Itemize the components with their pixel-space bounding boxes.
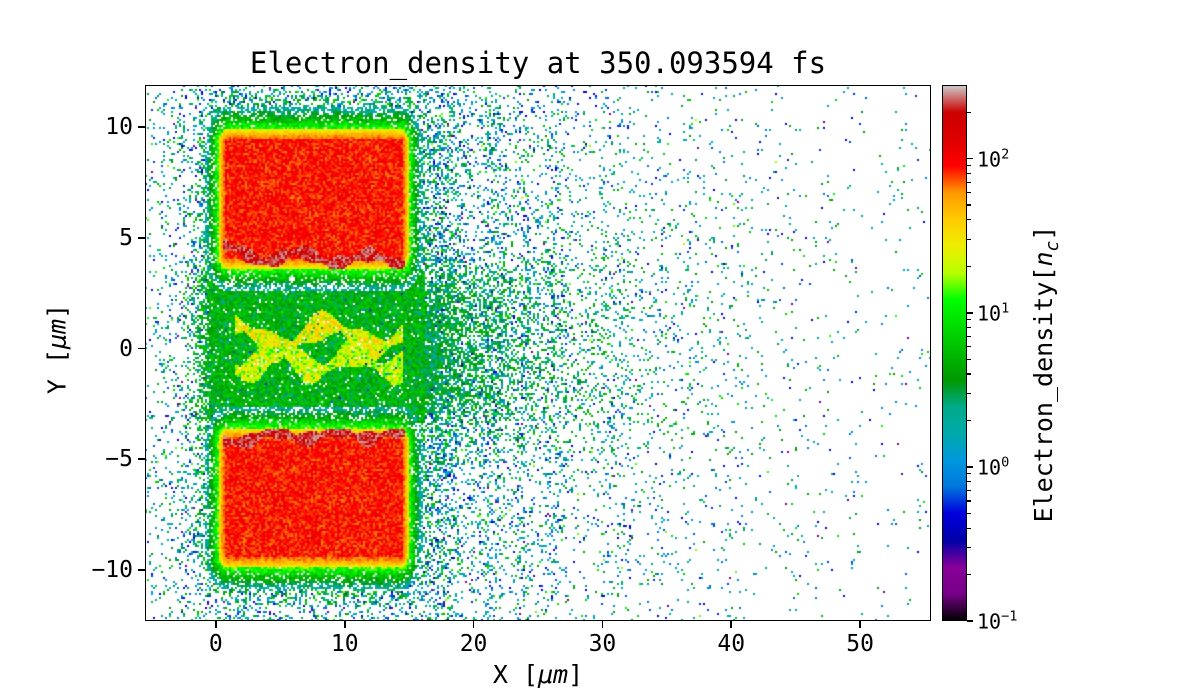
colorbar-minor-tick-mark <box>967 527 971 529</box>
x-tick-label: 30 <box>588 631 617 657</box>
chart-title: Electron_density at 350.093594 fs <box>249 46 827 80</box>
y-axis-label-text: Y [ <box>42 349 72 395</box>
colorbar-minor-tick-mark <box>967 419 971 422</box>
y-axis-label-unit: μm <box>42 318 72 350</box>
x-axis-label: X [μm] <box>493 660 583 689</box>
x-axis-label-unit: μm <box>537 660 569 689</box>
colorbar-minor-tick-mark <box>967 573 971 576</box>
x-tick-label: 0 <box>208 631 223 657</box>
y-tick-mark <box>138 236 145 239</box>
y-tick-label: −5 <box>105 446 133 473</box>
x-axis-label-text: X [ <box>492 660 538 689</box>
colorbar-minor-tick-mark <box>967 473 971 475</box>
colorbar-label-suffix: ] <box>1029 225 1058 241</box>
x-tick-mark <box>601 621 604 628</box>
colorbar-minor-tick-mark <box>967 512 971 514</box>
heatmap-canvas <box>145 85 931 621</box>
colorbar-canvas <box>942 85 967 621</box>
colorbar-tick-mark <box>967 465 973 468</box>
colorbar-tick-label: 10−1 <box>977 608 1018 634</box>
x-tick-label: 50 <box>846 631 874 657</box>
x-tick-mark <box>214 621 217 628</box>
colorbar-minor-tick-mark <box>967 192 971 194</box>
y-tick-mark <box>138 458 145 461</box>
colorbar-minor-tick-mark <box>967 490 971 492</box>
y-axis-label-suffix: ] <box>42 303 72 319</box>
colorbar-minor-tick-mark <box>967 481 971 483</box>
colorbar-minor-tick-mark <box>967 358 971 360</box>
y-tick-label: 0 <box>119 335 133 362</box>
x-tick-mark <box>343 621 346 628</box>
colorbar-minor-tick-mark <box>967 373 971 375</box>
colorbar-label-var: n <box>1029 251 1058 267</box>
y-axis-label: Y [μm] <box>43 304 72 394</box>
y-tick-mark <box>138 569 145 571</box>
colorbar-minor-tick-mark <box>967 335 971 338</box>
x-tick-mark <box>472 621 475 628</box>
y-tick-label: −10 <box>91 557 133 584</box>
colorbar-tick-mark <box>967 157 973 160</box>
x-tick-label: 10 <box>330 631 359 657</box>
y-tick-mark <box>138 126 145 128</box>
x-tick-mark <box>730 621 733 628</box>
x-tick-mark <box>859 621 862 628</box>
colorbar-label-sub: c <box>1042 240 1063 252</box>
colorbar-minor-tick-mark <box>967 204 971 206</box>
x-axis-label-suffix: ] <box>568 660 584 689</box>
x-tick-label: 40 <box>717 631 746 657</box>
y-tick-mark <box>138 347 145 350</box>
colorbar-minor-tick-mark <box>967 327 971 329</box>
colorbar-minor-tick-mark <box>967 392 971 394</box>
colorbar-minor-tick-mark <box>967 500 971 502</box>
colorbar-minor-tick-mark <box>967 346 971 348</box>
colorbar-label-text: Electron_density[ <box>1029 266 1058 523</box>
colorbar-minor-tick-mark <box>967 111 971 113</box>
colorbar-minor-tick-mark <box>967 219 971 221</box>
y-tick-label: 5 <box>119 224 133 251</box>
colorbar-minor-tick-mark <box>967 172 971 175</box>
colorbar-tick-mark <box>967 311 973 314</box>
colorbar-minor-tick-mark <box>967 181 971 183</box>
colorbar-tick-mark <box>967 620 973 622</box>
colorbar-tick-label: 102 <box>977 146 1010 171</box>
colorbar-minor-tick-mark <box>967 165 971 167</box>
y-tick-label: 10 <box>105 114 133 141</box>
colorbar-minor-tick-mark <box>967 238 971 240</box>
x-tick-label: 20 <box>459 631 488 657</box>
colorbar-minor-tick-mark <box>967 265 971 267</box>
colorbar-tick-label: 101 <box>977 300 1010 326</box>
colorbar-minor-tick-mark <box>967 546 971 549</box>
colorbar-minor-tick-mark <box>967 319 971 321</box>
colorbar-label: Electron_density[nc] <box>1029 226 1063 523</box>
colorbar-tick-label: 100 <box>977 454 1010 480</box>
